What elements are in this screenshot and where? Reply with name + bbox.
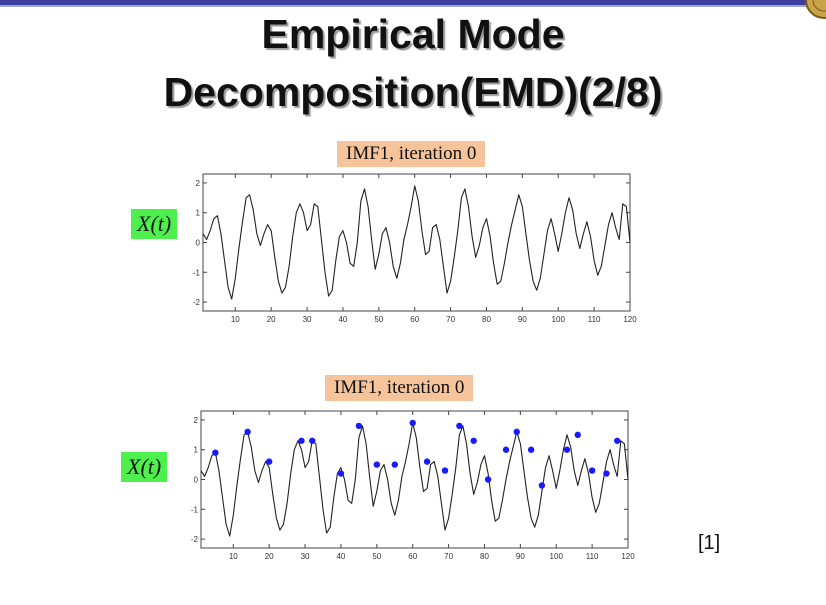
x-tick-label: 90 xyxy=(518,315,527,324)
x-tick-label: 60 xyxy=(410,315,419,324)
plot-2-title: IMF1, iteration 0 xyxy=(325,375,474,401)
x-tick-label: 80 xyxy=(482,315,491,324)
local-maximum-point xyxy=(298,437,305,444)
slide-title-line-1: Empirical Mode xyxy=(261,11,565,57)
local-maximum-point xyxy=(574,431,581,439)
local-maximum-point xyxy=(502,446,510,453)
y-tick-label: 1 xyxy=(196,209,201,218)
y-tick-label: 2 xyxy=(194,416,199,425)
local-maximum-point xyxy=(527,446,535,453)
local-maximum-point xyxy=(563,446,571,453)
slide-top-bar-accent xyxy=(0,5,826,7)
local-maximum-point xyxy=(470,437,477,444)
x-tick-label: 10 xyxy=(231,315,240,324)
x-tick-label: 50 xyxy=(372,552,381,561)
local-maximum-point xyxy=(244,428,251,436)
local-maximum-point xyxy=(373,461,381,468)
y-tick-label: -2 xyxy=(191,535,199,544)
x-tick-label: 20 xyxy=(267,315,276,324)
y-tick-label: -1 xyxy=(193,268,201,277)
local-maximum-point xyxy=(614,437,621,444)
signal-line xyxy=(200,422,629,537)
x-tick-label: 20 xyxy=(265,552,274,561)
signal-line xyxy=(202,185,631,300)
local-maximum-point xyxy=(355,422,363,430)
x-tick-label: 120 xyxy=(623,315,637,324)
x-tick-label: 100 xyxy=(552,315,566,324)
local-maximum-point xyxy=(538,482,546,489)
x-tick-label: 70 xyxy=(446,315,455,324)
x-tick-label: 110 xyxy=(586,552,599,561)
local-maximum-point xyxy=(484,476,492,483)
x-tick-label: 80 xyxy=(480,552,489,561)
logo-icon xyxy=(802,0,826,22)
local-maximum-point xyxy=(588,467,596,474)
x-tick-label: 30 xyxy=(301,552,310,561)
x-tick-label: 50 xyxy=(374,315,383,324)
plot-1-title: IMF1, iteration 0 xyxy=(337,141,486,167)
slide-title-line-2: Decomposition(EMD)(2/8) xyxy=(163,69,663,115)
x-tick-label: 40 xyxy=(336,552,345,561)
slide-top-bar xyxy=(0,0,826,5)
local-maximum-point xyxy=(441,467,449,474)
x-tick-label: 110 xyxy=(588,315,601,324)
y-tick-label: -1 xyxy=(191,505,199,514)
local-maximum-point xyxy=(513,428,520,436)
y-tick-label: 0 xyxy=(194,476,199,485)
x-tick-label: 120 xyxy=(621,552,635,561)
local-maximum-point xyxy=(212,449,219,456)
local-maximum-point xyxy=(456,422,463,430)
y-tick-label: 1 xyxy=(194,446,199,455)
y-tick-label: 2 xyxy=(196,179,201,188)
x-tick-label: 70 xyxy=(444,552,453,561)
local-maximum-point xyxy=(265,458,273,465)
x-tick-label: 10 xyxy=(229,552,238,561)
local-maximum-point xyxy=(409,419,416,427)
plot-1-ylabel: X(t) xyxy=(131,209,178,239)
local-maximum-point xyxy=(603,470,610,477)
y-tick-label: 0 xyxy=(196,239,201,248)
local-maximum-point xyxy=(337,470,345,477)
reference-label: [1] xyxy=(698,532,721,554)
local-maximum-point xyxy=(309,437,316,444)
y-tick-label: -2 xyxy=(193,298,201,307)
local-maximum-point xyxy=(423,458,431,465)
x-tick-label: 90 xyxy=(516,552,525,561)
x-tick-label: 40 xyxy=(338,315,347,324)
x-tick-label: 60 xyxy=(408,552,417,561)
x-tick-label: 100 xyxy=(550,552,564,561)
plot-2-ylabel: X(t) xyxy=(121,452,168,482)
x-tick-label: 30 xyxy=(303,315,312,324)
local-maximum-point xyxy=(391,461,398,468)
